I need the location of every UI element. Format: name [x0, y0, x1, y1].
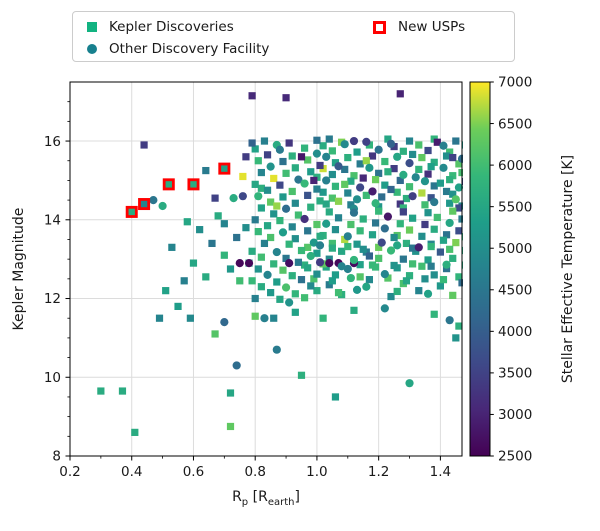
- plot-border: [69, 81, 463, 457]
- x-axis-label-unit-sub: earth: [267, 496, 295, 508]
- x-tick-label: 0.4: [121, 464, 142, 480]
- colorbar-tick-label: 3000: [498, 407, 532, 423]
- legend-item-other-facility: Other Discovery Facility: [87, 40, 269, 58]
- legend-label-usps: New USPs: [398, 19, 466, 35]
- x-tick-label: 0.8: [244, 464, 265, 480]
- legend-label-kepler: Kepler Discoveries: [109, 19, 234, 35]
- x-axis-label-sub: p: [241, 496, 249, 508]
- legend-label-other: Other Discovery Facility: [109, 41, 270, 57]
- colorbar-tick-label: 6500: [498, 116, 532, 132]
- legend: Kepler Discoveries Other Discovery Facil…: [72, 11, 515, 62]
- colorbar-label: Stellar Effective Temperature [K]: [560, 154, 576, 384]
- x-tick-label: 1.4: [430, 464, 451, 480]
- other-circle-marker-icon: [87, 44, 97, 54]
- x-axis-label-base: R: [232, 489, 242, 505]
- colorbar-tick-label: 5000: [498, 241, 532, 257]
- scatter-points: [97, 90, 463, 436]
- colorbar-tick-label: 4500: [498, 282, 532, 298]
- colorbar-tick-label: 2500: [498, 449, 532, 465]
- x-tick-label: 0.6: [183, 464, 204, 480]
- colorbar-tick-label: 5500: [498, 199, 532, 215]
- y-tick-label: 8: [52, 449, 61, 465]
- kepler-square-marker-icon: [87, 22, 97, 32]
- x-tick-label: 1.2: [368, 464, 389, 480]
- colorbar-tick-label: 7000: [498, 75, 532, 91]
- axis-ticks: [65, 101, 441, 461]
- colorbar: 2500 3000 3500 4000 4500 5000 5500 6000 6500 7000: [469, 75, 532, 465]
- usp-markers: [125, 162, 231, 218]
- x-tick-label: 0.2: [59, 464, 80, 480]
- x-axis-label-unit-close: ]: [294, 489, 300, 505]
- y-tick-label: 12: [44, 291, 61, 307]
- colorbar-tick-label: 3500: [498, 366, 532, 382]
- y-tick-label: 14: [44, 212, 61, 228]
- legend-item-kepler-discoveries: Kepler Discoveries: [87, 18, 234, 36]
- colorbar-tick-label: 4000: [498, 324, 532, 340]
- x-axis-label-unit-open: [R: [252, 489, 268, 505]
- x-axis-label: Rp [Rearth]: [70, 489, 462, 508]
- y-axis-label: Kepler Magnitude: [11, 207, 27, 331]
- colorbar-tick-label: 6000: [498, 158, 532, 174]
- axis-tick-labels: 0.2 0.4 0.6 0.8 1.0 1.2 1.4 8 10 12 14 16: [44, 134, 451, 480]
- x-tick-label: 1.0: [306, 464, 327, 480]
- y-tick-label: 16: [44, 134, 61, 150]
- y-tick-label: 10: [44, 370, 61, 386]
- legend-item-new-usps: New USPs: [373, 18, 465, 36]
- usp-open-square-marker-icon: [373, 20, 386, 34]
